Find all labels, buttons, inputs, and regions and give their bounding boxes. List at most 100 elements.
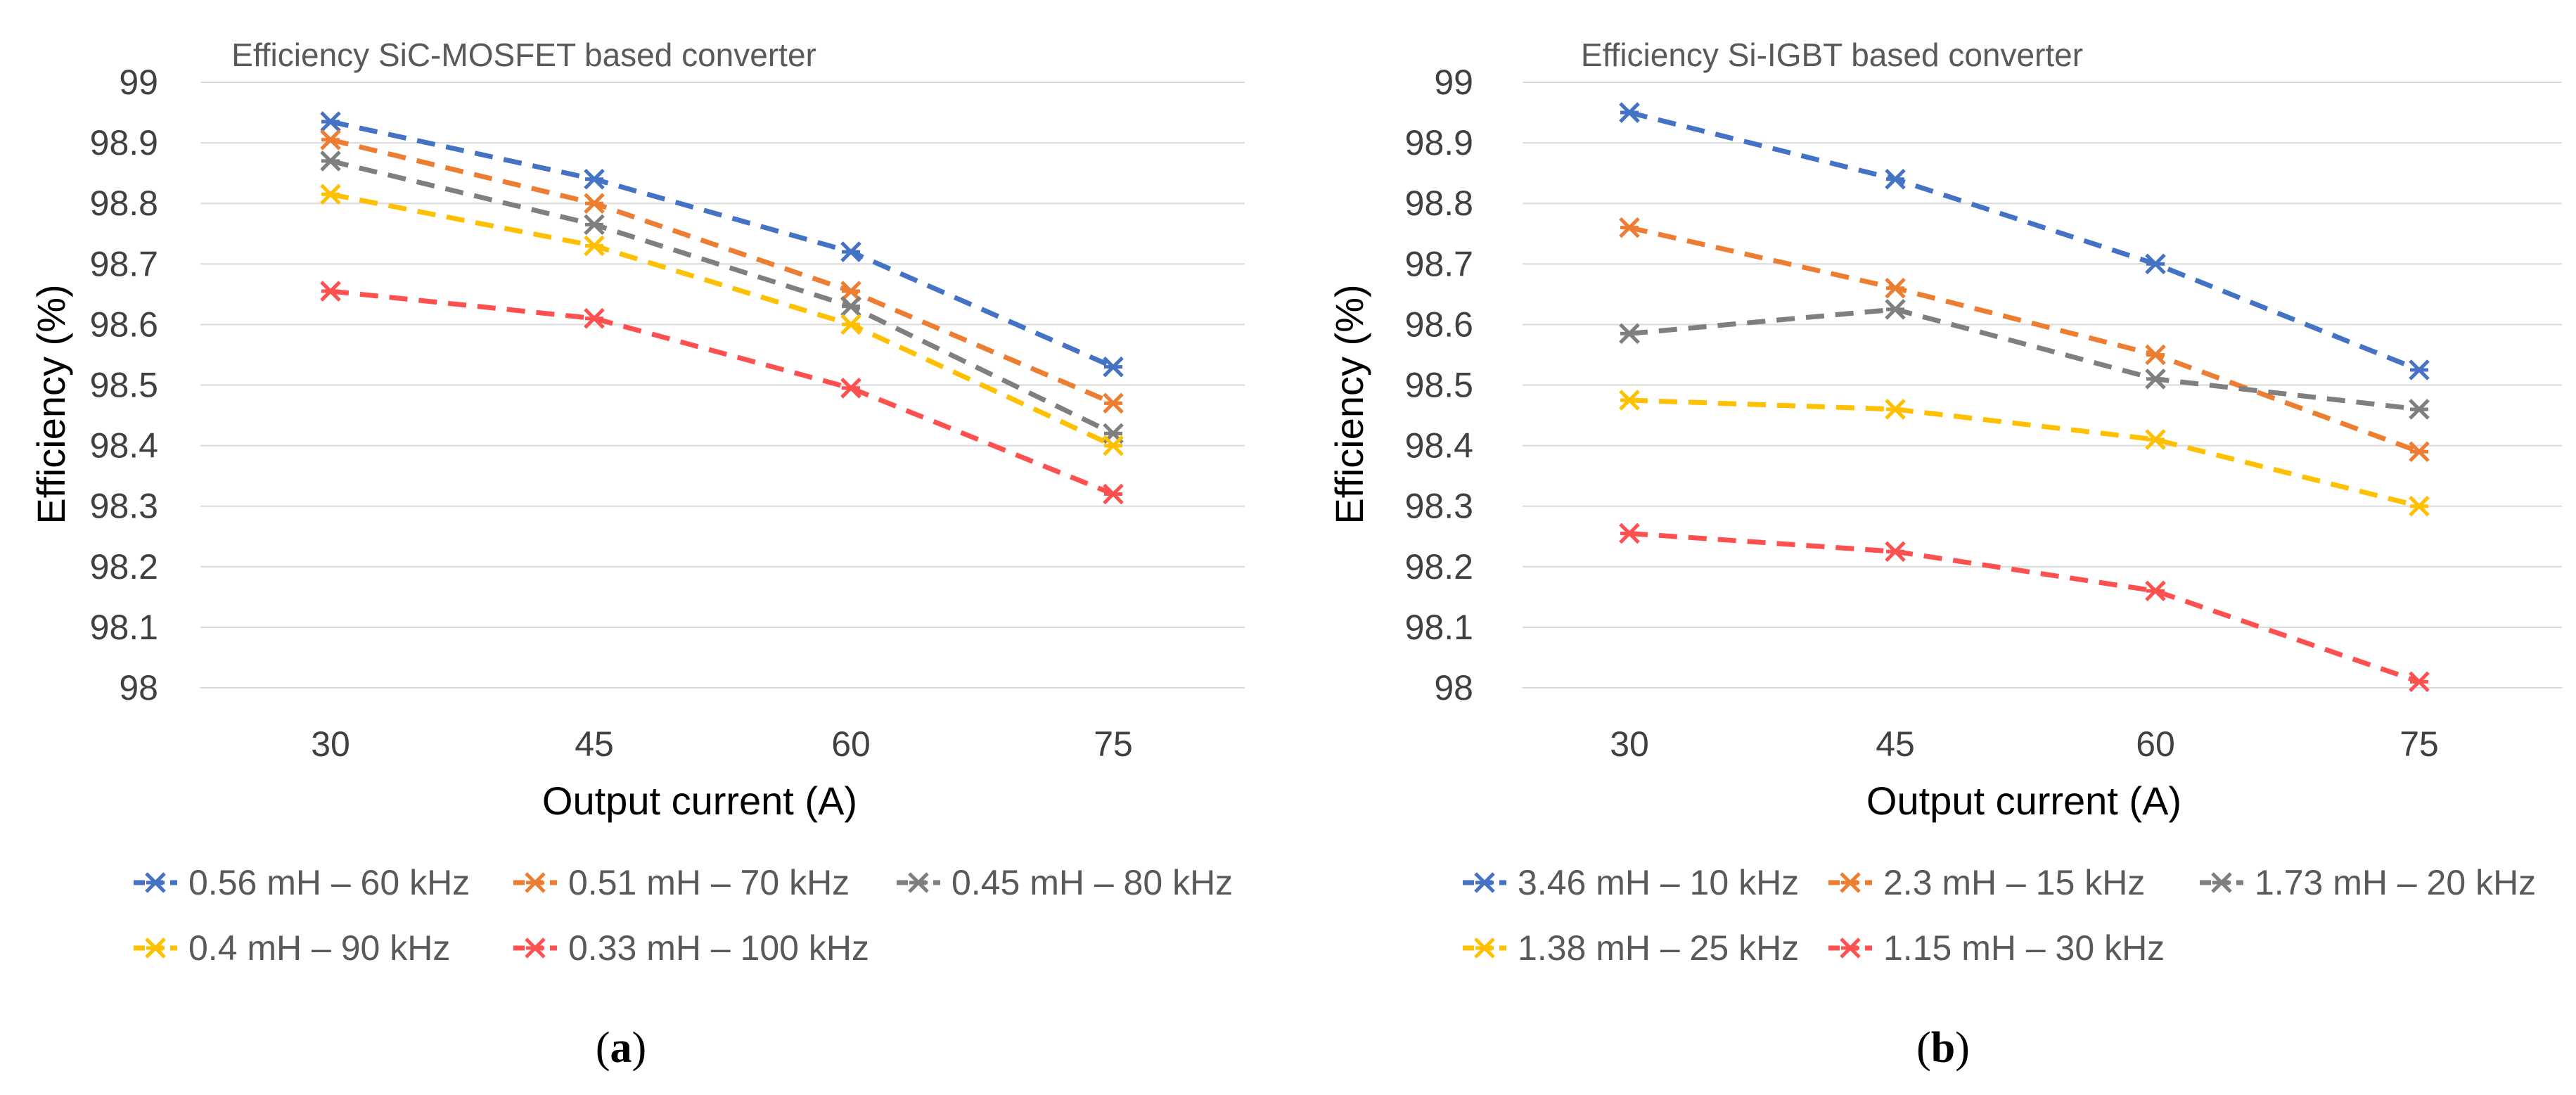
y-tick-label: 98.2	[90, 547, 158, 587]
data-point	[1619, 523, 1640, 544]
y-tick-label: 98.5	[90, 366, 158, 405]
x-ticks-b: 30 45 60 75	[1610, 724, 2439, 764]
y-tick-label: 98	[119, 668, 158, 707]
data-point	[1103, 356, 1124, 378]
data-point	[2409, 399, 2430, 420]
legend-label: 2.3 mH – 15 kHz	[1883, 863, 2145, 902]
x-tick-label: 45	[1876, 724, 1915, 764]
gridlines-a	[200, 82, 1245, 689]
data-point	[1885, 299, 1906, 320]
legend-entry: 1.73 mH – 20 kHz	[2200, 863, 2536, 902]
legend-entry: 1.15 mH – 30 kHz	[1828, 928, 2165, 968]
data-point	[1885, 168, 1906, 190]
y-ticks-b: 99 98.9 98.8 98.7 98.6 98.5 98.4 98.3 98.2 98.1 98	[1405, 63, 1473, 707]
data-point	[2409, 495, 2430, 517]
legend-marker	[145, 937, 166, 959]
legend-label: 0.56 mH – 60 kHz	[188, 863, 470, 902]
y-tick-label: 98.9	[1405, 123, 1473, 162]
y-tick-label: 98.2	[1405, 547, 1473, 587]
legend-label: 1.73 mH – 20 kHz	[2255, 863, 2536, 902]
data-point	[584, 308, 605, 329]
legend-marker	[1840, 872, 1861, 893]
legend-label: 3.46 mH – 10 kHz	[1518, 863, 1799, 902]
y-tick-label: 98.7	[1405, 244, 1473, 283]
data-point	[2145, 369, 2166, 390]
data-point	[584, 214, 605, 236]
legend-b: 3.46 mH – 10 kHz 2.3 mH – 15 kHz 1.73 mH –…	[1463, 863, 2536, 968]
series-group-a	[320, 111, 1124, 505]
series-line	[330, 191, 1115, 448]
y-tick-label: 98	[1434, 668, 1473, 707]
y-tick-label: 98.5	[1405, 366, 1473, 405]
data-point	[2409, 441, 2430, 462]
legend-marker	[908, 872, 929, 893]
data-point	[320, 129, 341, 151]
data-point	[1619, 217, 1640, 238]
data-point	[320, 151, 341, 172]
data-point	[2145, 429, 2166, 450]
gridlines-b	[1523, 82, 2562, 689]
data-point	[584, 168, 605, 190]
y-tick-label: 99	[1434, 63, 1473, 102]
series-line	[330, 158, 1115, 436]
y-tick-label: 98.3	[1405, 487, 1473, 526]
data-point	[1103, 435, 1124, 456]
x-axis-label-a: Output current (A)	[542, 779, 857, 823]
x-tick-label: 30	[1610, 724, 1649, 764]
legend-label: 1.38 mH – 25 kHz	[1518, 928, 1799, 968]
data-point	[320, 111, 341, 132]
caption-a: (a)	[596, 1024, 646, 1072]
series-line	[330, 137, 1115, 406]
x-ticks-a: 30 45 60 75	[311, 724, 1133, 764]
chart-title-b: Efficiency Si-IGBT based converter	[1581, 37, 2083, 73]
y-tick-label: 98.7	[90, 244, 158, 283]
series-group-b	[1619, 102, 2430, 693]
legend-label: 0.51 mH – 70 kHz	[568, 863, 850, 902]
x-axis-label-b: Output current (A)	[1866, 779, 2181, 823]
x-tick-label: 45	[575, 724, 614, 764]
data-point	[1885, 277, 1906, 299]
data-point	[840, 281, 861, 302]
y-tick-label: 98.8	[90, 184, 158, 223]
data-point	[320, 281, 341, 302]
x-tick-label: 60	[831, 724, 871, 764]
y-tick-label: 98.6	[90, 305, 158, 344]
data-point	[1619, 102, 1640, 123]
data-point	[1103, 392, 1124, 414]
y-axis-label-b: Efficiency (%)	[1327, 284, 1371, 524]
legend-entry: 0.4 mH – 90 kHz	[134, 928, 450, 968]
y-tick-label: 98.6	[1405, 305, 1473, 344]
legend-label: 1.15 mH – 30 kHz	[1883, 928, 2165, 968]
x-tick-label: 60	[2136, 724, 2175, 764]
legend-marker	[1474, 872, 1495, 893]
x-tick-label: 75	[2399, 724, 2439, 764]
data-point	[2409, 359, 2430, 380]
legend-label: 0.4 mH – 90 kHz	[188, 928, 450, 968]
y-tick-label: 98.4	[90, 426, 158, 466]
y-tick-label: 98.3	[90, 487, 158, 526]
data-point	[2409, 671, 2430, 693]
data-point	[1619, 323, 1640, 345]
series-line	[1629, 397, 2420, 509]
series-line	[330, 288, 1115, 497]
legend-marker	[2211, 872, 2232, 893]
y-tick-label: 98.1	[90, 608, 158, 647]
legend-marker	[525, 937, 546, 959]
legend-entry: 0.51 mH – 70 kHz	[513, 863, 850, 902]
data-point	[2145, 253, 2166, 275]
y-ticks-a: 99 98.9 98.8 98.7 98.6 98.5 98.4 98.3 98.2 98.1 98	[90, 63, 158, 707]
legend-entry: 2.3 mH – 15 kHz	[1828, 863, 2145, 902]
y-tick-label: 98.4	[1405, 426, 1473, 466]
data-point	[2145, 344, 2166, 366]
data-point	[1103, 483, 1124, 505]
series-line	[1629, 307, 2420, 412]
series-line	[1629, 530, 2421, 684]
data-point	[584, 193, 605, 214]
y-tick-label: 99	[119, 63, 158, 102]
legend-marker	[1474, 937, 1495, 959]
data-point	[840, 295, 861, 317]
legend-a: 0.56 mH – 60 kHz 0.51 mH – 70 kHz 0.45 mH …	[134, 863, 1233, 968]
legend-entry: 0.33 mH – 100 kHz	[513, 928, 869, 968]
data-point	[320, 184, 341, 205]
